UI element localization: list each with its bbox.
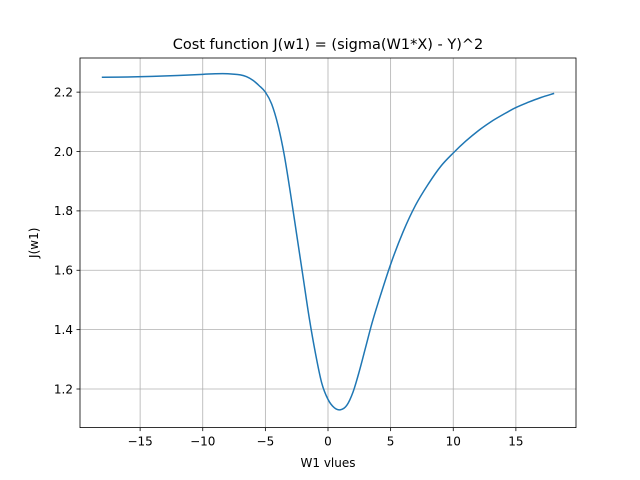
x-tick-label: −15 bbox=[127, 435, 152, 449]
y-tick-label: 1.4 bbox=[54, 323, 73, 337]
ticks-layer: −15 −10 −5 0 5 10 15 1.2 1.4 1.6 1.8 2.0 2.2 bbox=[54, 85, 524, 448]
y-tick-label: 1.6 bbox=[54, 264, 73, 278]
y-tick-label: 1.8 bbox=[54, 204, 73, 218]
x-tick-label: −5 bbox=[257, 435, 275, 449]
y-tick-label: 1.2 bbox=[54, 382, 73, 396]
x-tick-label: 5 bbox=[387, 435, 395, 449]
y-tick-label: 2.2 bbox=[54, 85, 73, 99]
x-tick-label: 0 bbox=[324, 435, 332, 449]
series-line bbox=[101, 72, 555, 411]
chart-title: Cost function J(w1) = (sigma(W1*X) - Y)^… bbox=[173, 37, 484, 53]
grid-layer bbox=[80, 58, 576, 428]
x-tick-label: −10 bbox=[190, 435, 215, 449]
y-axis-label: J(w1) bbox=[27, 228, 41, 259]
series-layer bbox=[101, 72, 555, 411]
x-axis-label: W1 vlues bbox=[301, 456, 356, 470]
y-tick-label: 2.0 bbox=[54, 145, 73, 159]
x-tick-label: 15 bbox=[508, 435, 523, 449]
x-tick-label: 10 bbox=[446, 435, 461, 449]
